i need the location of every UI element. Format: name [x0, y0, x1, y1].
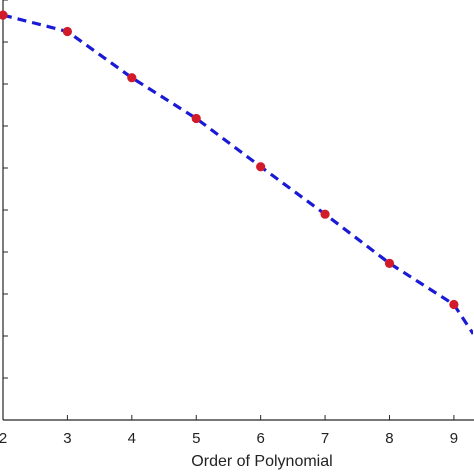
x-tick-labels: 2 3 4 5 6 7 8 9 [0, 430, 458, 447]
data-point [256, 162, 266, 172]
data-point [0, 10, 8, 20]
data-point [127, 73, 137, 83]
x-tick-label: 8 [385, 430, 393, 447]
x-tick-label: 3 [63, 430, 71, 447]
data-point [62, 26, 73, 37]
data-point [191, 113, 201, 124]
x-axis-label: Order of Polynomial [191, 453, 332, 470]
data-point [449, 299, 459, 310]
x-tick-label: 9 [450, 430, 458, 447]
x-tick-label: 7 [321, 430, 329, 447]
x-tick-label: 5 [192, 430, 200, 447]
axes [2, 0, 474, 421]
x-tick-label: 4 [128, 430, 136, 447]
markers-layer [0, 10, 459, 310]
x-tick-label: 6 [256, 430, 264, 447]
x-tick-label: 2 [0, 430, 7, 447]
data-point [320, 209, 330, 219]
data-point [384, 258, 395, 268]
